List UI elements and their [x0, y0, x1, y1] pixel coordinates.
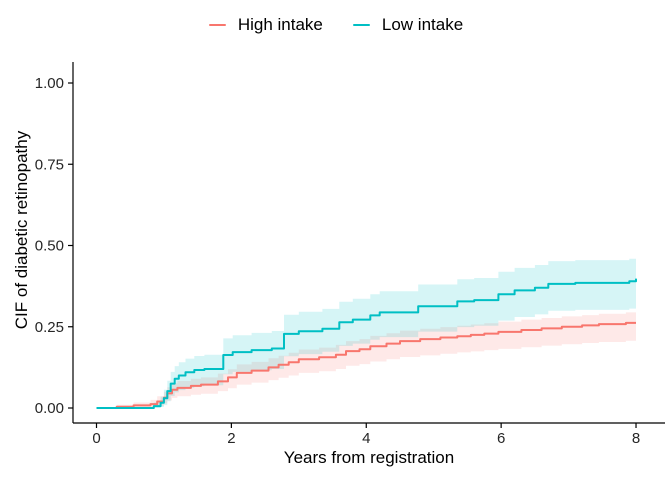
x-tick-label: 2 — [227, 430, 235, 447]
x-axis-title: Years from registration — [283, 448, 455, 467]
y-tick-label: 0.50 — [35, 238, 64, 255]
y-axis-title: CIF of diabetic retinopathy — [12, 130, 31, 330]
low-intake-step-line — [96, 278, 637, 409]
y-tick-label: 1.00 — [35, 75, 64, 92]
y-tick-label: 0.25 — [35, 319, 64, 336]
x-tick-label: 6 — [497, 430, 505, 447]
high-intake-confidence-band — [96, 312, 636, 408]
x-tick-label: 4 — [362, 430, 370, 447]
x-tick-label: 8 — [632, 430, 640, 447]
high-intake-step-line — [96, 321, 636, 409]
x-tick-label: 0 — [92, 430, 100, 447]
y-tick-label: 0.00 — [35, 400, 64, 417]
y-tick-label: 0.75 — [35, 156, 64, 173]
